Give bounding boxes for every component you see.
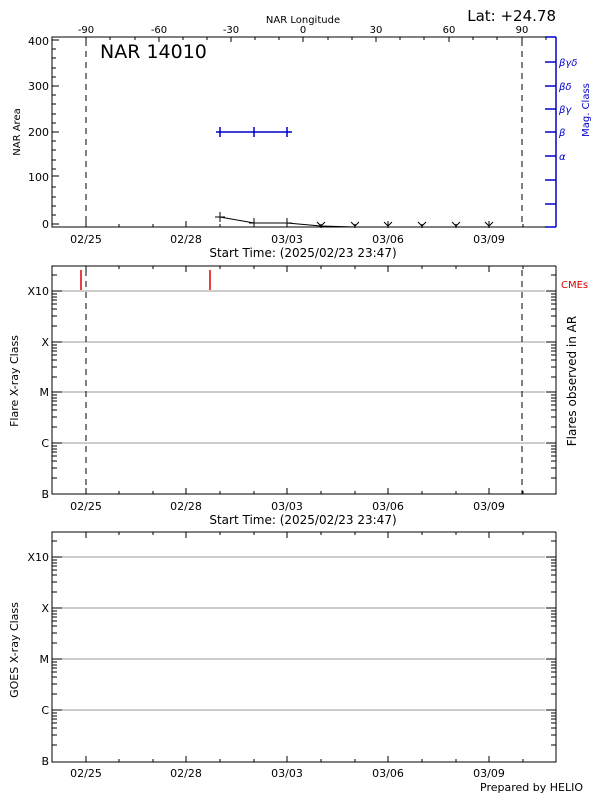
y-tick: M: [40, 653, 50, 666]
lon-tick: 60: [443, 25, 456, 36]
y-tick: 400: [28, 35, 49, 48]
lon-tick: -90: [78, 25, 94, 36]
top-axis-title: NAR Longitude: [266, 15, 340, 26]
x-tick: 02/25: [70, 233, 102, 246]
y-tick: X: [41, 336, 49, 349]
longitude-tick-labels: -90 -60 -30 0 30 60 90: [78, 25, 529, 36]
x-tick: 03/03: [271, 767, 303, 780]
nar-area-panel: NAR Longitude Lat: +24.78 -90 -60 -30 0 …: [12, 7, 592, 260]
y-tick: X: [41, 602, 49, 615]
y-tick: 200: [28, 126, 49, 139]
mag-tick: β: [558, 128, 566, 139]
mag-tick: βγ: [558, 105, 572, 116]
goes-class-axis-label: GOES X-ray Class: [8, 602, 21, 698]
flares-observed-axis-label: Flares observed in AR: [565, 316, 579, 446]
goes-grid: [60, 556, 545, 711]
y-tick: M: [40, 386, 50, 399]
y-tick: B: [41, 488, 49, 501]
x-tick: 03/03: [271, 233, 303, 246]
time-tick-labels: 02/25 02/28 03/03 03/06 03/09: [70, 767, 505, 780]
x-tick: 03/09: [473, 767, 505, 780]
goes-class-tick-labels: B C M X X10: [27, 551, 49, 768]
lon-tick: 0: [300, 25, 306, 36]
mag-class-tick-labels: α β βγ βδ βγδ: [558, 58, 577, 163]
x-tick: 02/25: [70, 767, 102, 780]
x-tick: 02/28: [170, 767, 202, 780]
x-tick: 03/06: [372, 500, 404, 513]
time-tick-labels: 02/25 02/28 03/03 03/06 03/09: [70, 233, 505, 246]
nar-area-axis-label: NAR Area: [12, 108, 23, 155]
y-tick: 0: [42, 218, 49, 231]
x-tick: 02/25: [70, 500, 102, 513]
mag-tick: βδ: [558, 82, 572, 93]
mag-tick: α: [559, 152, 566, 163]
cme-legend: CMEs: [561, 280, 588, 291]
mag-tick: βγδ: [558, 58, 577, 69]
x-tick: 03/06: [372, 233, 404, 246]
y-tick: 100: [28, 171, 49, 184]
mag-class-axis: [545, 36, 557, 228]
flare-class-axis-label: Flare X-ray Class: [8, 335, 21, 427]
prepared-by-credit: Prepared by HELIO: [480, 781, 583, 794]
time-tick-labels: 02/25 02/28 03/03 03/06 03/09: [70, 500, 505, 513]
x-tick: 02/28: [170, 500, 202, 513]
x-tick: 03/09: [473, 500, 505, 513]
nar-area-series: [215, 212, 494, 228]
cme-markers: [80, 270, 211, 290]
time-axis-label: Start Time: (2025/02/23 23:47): [209, 246, 396, 260]
mag-class-axis-label: Mag. Class: [581, 83, 592, 137]
x-tick: 02/28: [170, 233, 202, 246]
lon-tick: 90: [516, 25, 529, 36]
lon-tick: 30: [370, 25, 383, 36]
x-tick: 03/09: [473, 233, 505, 246]
y-tick: B: [41, 755, 49, 768]
region-title: NAR 14010: [100, 41, 207, 63]
time-axis-label: Start Time: (2025/02/23 23:47): [209, 513, 396, 527]
y-tick: C: [41, 437, 49, 450]
y-tick: X10: [27, 285, 49, 298]
flare-class-panel: B C M X X10 Flare X-ray Class Flares obs…: [8, 265, 588, 527]
flare-class-tick-labels: B C M X X10: [27, 285, 49, 501]
y-tick: C: [41, 704, 49, 717]
x-tick: 03/03: [271, 500, 303, 513]
latitude-label: Lat: +24.78: [467, 7, 556, 25]
y-tick: 300: [28, 80, 49, 93]
goes-xray-panel: B C M X X10 GOES X-ray Class 02/25 02/28…: [8, 531, 583, 794]
lon-tick: -30: [223, 25, 239, 36]
x-tick: 03/06: [372, 767, 404, 780]
mag-class-series: [216, 127, 292, 137]
nar-area-tick-labels: 0 100 200 300 400: [28, 35, 49, 231]
flare-grid: [60, 290, 545, 444]
y-tick: X10: [27, 551, 49, 564]
lon-tick: -60: [151, 25, 167, 36]
